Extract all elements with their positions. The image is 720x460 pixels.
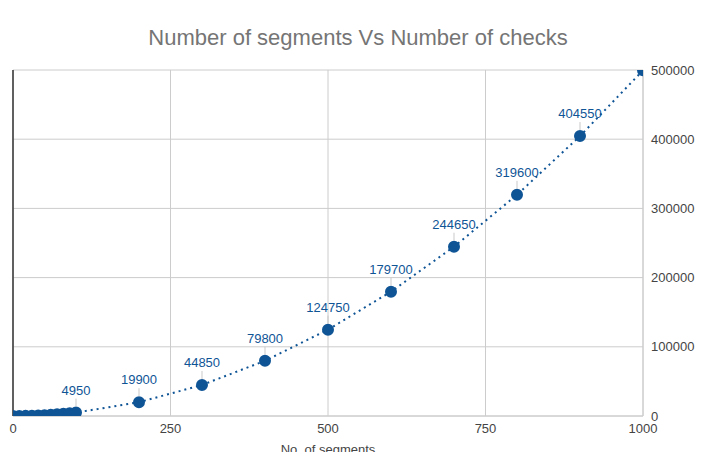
svg-text:250: 250 [160,421,182,436]
svg-text:500000: 500000 [651,63,694,78]
svg-text:244650: 244650 [432,217,475,232]
svg-text:100000: 100000 [651,339,694,354]
html-text:Number of segments Vs Number o: Number of segments Vs Number of checks [148,25,568,50]
svg-text:19900: 19900 [121,372,157,387]
svg-text:124750: 124750 [306,300,349,315]
svg-text:44850: 44850 [184,355,220,370]
svg-text:200000: 200000 [651,270,694,285]
svg-text:750: 750 [475,421,497,436]
svg-text:79800: 79800 [247,331,283,346]
svg-text:500: 500 [317,421,339,436]
svg-text:400000: 400000 [651,132,694,147]
svg-text:179700: 179700 [369,262,412,277]
svg-text:319600: 319600 [495,165,538,180]
svg-text:404550: 404550 [558,106,601,121]
svg-text:0: 0 [651,409,658,424]
svg-text:4950: 4950 [62,383,91,398]
svg-text:300000: 300000 [651,201,694,216]
svg-text:0: 0 [9,421,16,436]
svg-text:No. of segments: No. of segments [281,442,376,452]
svg-text:1000: 1000 [628,421,658,437]
